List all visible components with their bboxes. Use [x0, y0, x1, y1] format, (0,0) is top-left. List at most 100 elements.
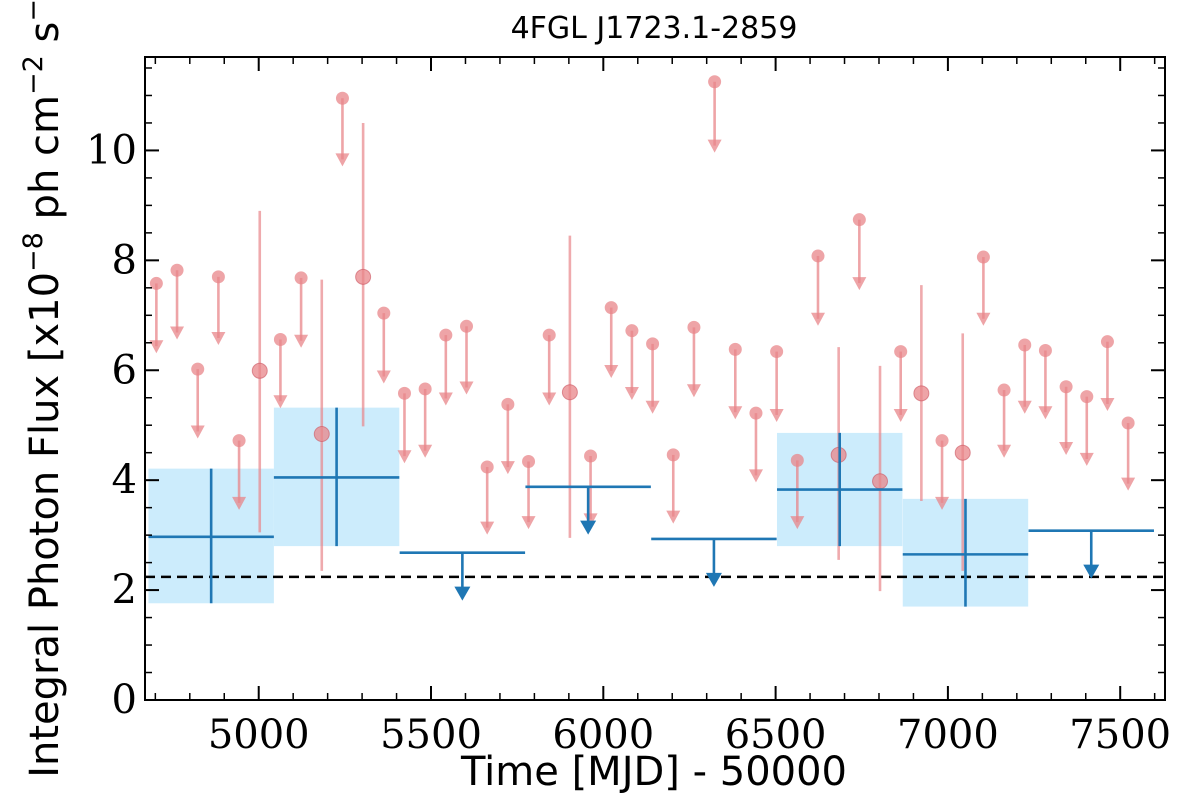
fine-upper-limit-point: [604, 301, 618, 315]
fine-upper-limit-point: [439, 328, 453, 342]
fine-upper-limit-arrow: [211, 332, 226, 346]
y-tick-label: 6: [112, 347, 137, 393]
fine-upper-limit-point: [1038, 343, 1052, 357]
fine-detection-point: [872, 473, 889, 490]
fine-upper-limit-arrow: [376, 370, 391, 384]
x-tick-label: 7000: [897, 712, 999, 758]
fine-upper-limit-point: [584, 449, 598, 463]
x-tick-label: 7500: [1069, 712, 1171, 758]
fine-upper-limit-point: [501, 397, 515, 411]
fine-upper-limit-point: [1059, 380, 1073, 394]
fine-bin-series: [149, 75, 1136, 592]
fine-upper-limit-arrow: [624, 386, 639, 400]
x-tick-label: 5000: [208, 712, 310, 758]
fine-upper-limit-point: [191, 362, 205, 376]
coarse-upper-limit-arrow: [705, 572, 722, 587]
fine-upper-limit-point: [1080, 390, 1094, 404]
fine-detection-point: [313, 426, 330, 443]
fine-upper-limit-point: [480, 460, 494, 474]
fine-upper-limit-point: [418, 382, 432, 396]
y-axis-label-part: Integral Photon Flux [x10: [22, 272, 68, 778]
fine-upper-limit-arrow: [1059, 441, 1074, 455]
y-axis-label: Integral Photon Flux [x10−8 ph cm−2 s−1]: [18, 0, 68, 778]
fine-upper-limit-arrow: [1100, 397, 1115, 411]
x-tick-label: 6500: [725, 712, 827, 758]
fine-upper-limit-point: [811, 249, 825, 263]
fine-upper-limit-point: [232, 434, 246, 448]
x-tick-label: 5500: [380, 712, 482, 758]
fine-detection-point: [355, 268, 372, 285]
fine-upper-limit-arrow: [273, 395, 288, 409]
fine-detection-point: [913, 385, 930, 402]
fine-upper-limit-arrow: [810, 312, 825, 326]
fine-upper-limit-point: [335, 91, 349, 105]
fine-upper-limit-point: [666, 448, 680, 462]
fine-upper-limit-point: [687, 320, 701, 334]
fine-upper-limit-point: [790, 453, 804, 467]
x-tick-label: 6000: [552, 712, 654, 758]
y-axis-label-part: s: [22, 22, 68, 56]
y-tick-label: 0: [112, 677, 137, 723]
fine-upper-limit-arrow: [604, 365, 619, 379]
fine-upper-limit-point: [397, 386, 411, 400]
fine-upper-limit-arrow: [149, 340, 164, 354]
fine-detection-point: [954, 444, 971, 461]
fine-upper-limit-arrow: [1121, 477, 1136, 491]
x-axis-label: Time [MJD] - 50000: [460, 749, 847, 795]
fine-upper-limit-arrow: [997, 444, 1012, 458]
fine-upper-limit-arrow: [1038, 406, 1053, 420]
fine-upper-limit-arrow: [976, 312, 991, 326]
fine-upper-limit-arrow: [893, 408, 908, 422]
coarse-bin-series: [148, 407, 1154, 607]
fine-upper-limit-arrow: [232, 496, 247, 510]
fine-upper-limit-arrow: [935, 496, 950, 510]
fine-upper-limit-arrow: [500, 461, 515, 475]
y-axis-label-exponent: −8: [18, 232, 49, 272]
y-tick-label: 2: [112, 567, 137, 613]
fine-upper-limit-arrow: [521, 516, 536, 530]
fine-upper-limit-point: [770, 345, 784, 359]
fine-upper-limit-arrow: [728, 406, 743, 420]
fine-upper-limit-arrow: [666, 510, 681, 524]
axes-border: [144, 56, 1166, 701]
fine-detection-point: [561, 384, 578, 401]
y-tick-label: 8: [112, 237, 137, 283]
fine-upper-limit-arrow: [480, 521, 495, 535]
y-axis-label-exponent: −1: [18, 0, 49, 22]
fine-upper-limit-arrow: [790, 516, 805, 530]
y-axis-label-part: ph cm: [22, 95, 68, 232]
fine-upper-limit-point: [997, 383, 1011, 397]
fine-upper-limit-arrow: [769, 408, 784, 422]
fine-upper-limit-arrow: [397, 450, 412, 464]
coarse-upper-limit-arrow: [1083, 564, 1100, 579]
fine-upper-limit-point: [1121, 416, 1135, 430]
fine-upper-limit-arrow: [1079, 452, 1094, 466]
y-tick-label: 10: [86, 127, 137, 173]
fine-upper-limit-arrow: [1017, 400, 1032, 414]
fine-upper-limit-point: [294, 271, 308, 285]
coarse-upper-limit-arrow: [454, 586, 471, 601]
fine-upper-limit-point: [542, 328, 556, 342]
fine-upper-limit-point: [976, 250, 990, 264]
fine-upper-limit-arrow: [335, 153, 350, 167]
fine-upper-limit-point: [749, 406, 763, 420]
fine-upper-limit-point: [708, 75, 722, 89]
chart-title: 4FGL J1723.1-2859: [511, 11, 798, 46]
axes-frame: [144, 56, 1166, 701]
fine-upper-limit-point: [1018, 338, 1032, 352]
fine-upper-limit-arrow: [748, 469, 763, 483]
fine-upper-limit-point: [646, 337, 660, 351]
axis-ticks: 5000 5500 6000 6500 7000 7500 0 2 4 6 8 10: [86, 57, 1171, 758]
fine-upper-limit-arrow: [852, 277, 867, 291]
fine-upper-limit-point: [852, 213, 866, 227]
fine-upper-limit-arrow: [645, 400, 660, 414]
fine-upper-limit-arrow: [542, 392, 557, 406]
fine-upper-limit-point: [211, 270, 225, 284]
fine-upper-limit-point: [273, 332, 287, 346]
fine-upper-limit-point: [728, 342, 742, 356]
y-axis-label-exponent: −2: [18, 55, 49, 95]
fine-upper-limit-arrow: [438, 392, 453, 406]
fine-upper-limit-arrow: [294, 334, 309, 348]
fine-upper-limit-arrow: [190, 425, 205, 439]
